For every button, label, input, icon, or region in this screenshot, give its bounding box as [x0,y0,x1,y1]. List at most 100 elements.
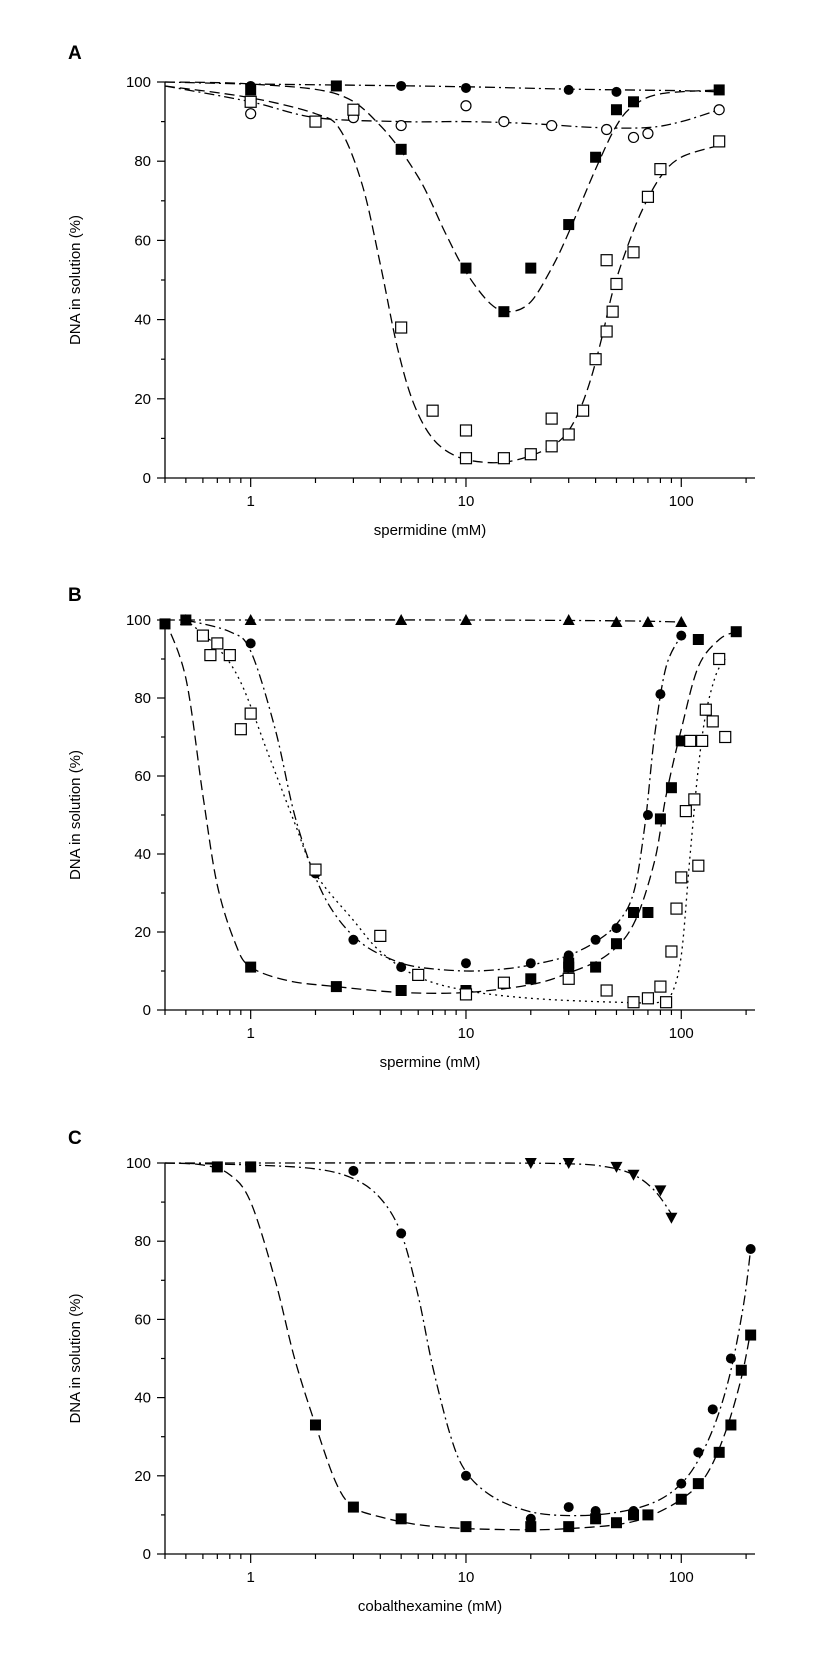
data-point-filled-square [211,1161,223,1173]
data-point-filled-circle [563,1502,574,1513]
data-point-filled-square [330,80,342,92]
panel-label: A [68,43,82,64]
data-point-open-circle [546,119,558,132]
x-axis-label: spermine (mM) [380,1054,481,1071]
data-point-open-square [309,863,322,876]
data-point-open-circle [601,123,613,136]
data-point-filled-square [675,735,687,747]
data-point-filled-square [159,618,171,630]
data-point-open-square [204,648,217,662]
data-point-open-square [589,353,602,366]
data-point-filled-square [654,813,666,825]
data-point-filled-square [610,938,622,950]
x-axis-label: cobalthexamine (mM) [358,1598,502,1615]
data-point-filled-square [692,1478,704,1490]
series-0 [164,1158,678,1224]
data-point-filled-circle [707,1404,718,1415]
data-point-filled-circle [693,1447,704,1458]
data-point-open-square [719,730,732,744]
data-point-open-square [675,871,688,884]
y-tick-label: 40 [134,312,151,329]
data-point-open-square [665,945,678,958]
data-point-filled-triangle-down [610,1161,623,1173]
data-point-open-square [696,734,709,748]
data-point-filled-circle [396,1228,407,1239]
data-point-filled-square [628,96,640,108]
data-point-filled-square [245,84,257,96]
data-point-open-square [654,980,667,993]
panel-a-chart: A 0 20 40 60 80 100 1 10 100 spermidine (mM) DNA in… [67,43,755,539]
data-point-open-square [699,703,712,716]
panel-label: C [68,1128,82,1149]
data-point-open-square [706,715,719,728]
data-point-open-square [684,734,697,748]
series-curve [164,85,720,464]
y-tick-label: 60 [134,232,151,249]
data-point-filled-square [309,1419,321,1431]
y-tick-label: 20 [134,924,151,941]
data-point-open-square [577,404,590,417]
data-point-filled-circle [676,630,687,641]
data-point-filled-triangle [244,614,257,625]
y-tick-label: 60 [134,1311,151,1328]
data-point-filled-circle [563,84,574,95]
data-point-open-square [654,163,667,176]
data-point-filled-triangle [610,615,623,627]
data-point-open-square [347,103,360,116]
data-point-filled-circle [655,689,666,700]
data-point-filled-triangle [459,614,472,625]
data-point-filled-triangle-down [654,1185,667,1197]
data-point-filled-triangle [395,614,408,625]
data-point-filled-triangle-down [562,1158,575,1169]
y-axis-label: DNA in solution (%) [67,215,84,345]
series-1 [164,85,725,144]
data-point-filled-square [563,957,575,969]
data-point-open-square [679,804,692,818]
panel-c-chart: C 0 20 40 60 80 100 1 10 100 cobalthexamine (mM) DN… [67,1128,757,1615]
data-point-filled-square [642,1509,654,1521]
data-point-filled-square [180,614,192,626]
data-point-open-square [524,448,537,461]
data-point-open-square [545,412,558,425]
series-0 [165,614,688,627]
x-tick-label: 10 [458,493,475,510]
data-point-open-square [211,637,224,650]
data-point-filled-square [713,1446,725,1458]
data-point-open-square [562,428,575,441]
series-2 [164,1161,757,1533]
data-point-filled-circle [348,934,359,945]
data-point-open-square [412,968,425,982]
data-point-open-square [600,984,613,997]
x-tick-label: 10 [458,1569,475,1586]
data-point-open-square [374,929,387,943]
data-point-filled-square [590,1513,602,1525]
data-point-open-square [497,976,510,989]
data-point-filled-square [675,1493,687,1505]
data-point-filled-square [525,973,537,985]
data-point-filled-square [590,961,602,973]
y-axis-label: DNA in solution (%) [67,1293,84,1423]
series-curve [185,619,726,1004]
data-point-filled-square [395,1513,407,1525]
data-point-filled-square [460,262,472,274]
data-point-filled-circle [348,1165,359,1176]
data-point-open-square [196,629,210,642]
y-tick-label: 100 [126,1155,151,1172]
data-point-filled-square [665,782,677,794]
series-1 [180,615,687,973]
data-point-filled-triangle [675,615,688,627]
y-tick-label: 0 [143,1546,151,1563]
data-point-filled-circle [460,1470,471,1481]
series-1 [164,1161,756,1524]
data-point-open-circle [395,119,407,132]
data-point-open-square [641,992,655,1005]
data-point-filled-square [460,1521,472,1533]
data-point-filled-square [628,1509,640,1521]
data-point-filled-circle [460,82,471,93]
data-point-open-square [627,996,640,1009]
data-point-filled-square [610,1517,622,1529]
data-point-open-circle [498,115,510,128]
y-tick-label: 20 [134,391,151,408]
data-point-open-square [309,115,322,128]
